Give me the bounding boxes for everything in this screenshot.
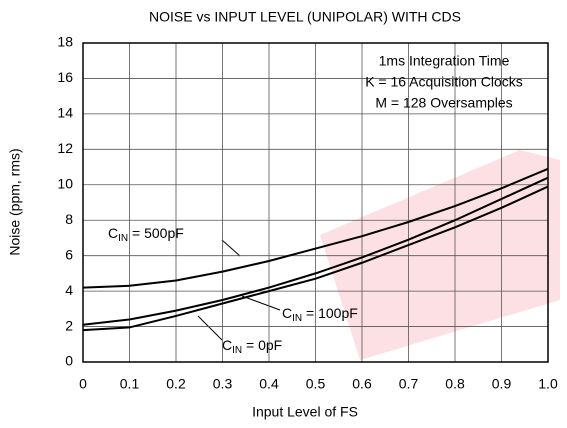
series-label: CIN = 0pF — [222, 337, 282, 356]
y-tick-label: 14 — [57, 105, 73, 121]
x-tick-label: 0.2 — [166, 376, 186, 392]
series-label-part: = 100pF — [302, 305, 358, 321]
x-tick-label: 0.1 — [120, 376, 140, 392]
x-tick-label: 0.6 — [352, 376, 372, 392]
series-label-part: = 0pF — [242, 337, 282, 353]
x-axis-label: Input Level of FS — [252, 404, 358, 420]
y-tick-label: 18 — [57, 34, 73, 50]
series-label-part: = 500pF — [128, 225, 184, 241]
series-label-part: IN — [232, 345, 242, 356]
x-tick-label: 1.0 — [538, 376, 558, 392]
x-tick-label: 0.4 — [259, 376, 279, 392]
chart-title: NOISE vs INPUT LEVEL (UNIPOLAR) WITH CDS — [149, 9, 461, 25]
x-tick-label: 0.9 — [492, 376, 512, 392]
y-tick-label: 10 — [57, 175, 73, 191]
series-line — [82, 167, 549, 289]
annotation: M = 128 Oversamples — [375, 95, 512, 111]
annotation: K = 16 Acquisition Clocks — [365, 74, 523, 90]
y-tick-label: 2 — [65, 317, 73, 333]
y-tick-label: 6 — [65, 246, 73, 262]
series-label-part: C — [108, 225, 118, 241]
annotation: 1ms Integration Time — [379, 53, 510, 69]
series-label-part: IN — [118, 233, 128, 244]
y-tick-label: 16 — [57, 69, 73, 85]
y-tick-label: 4 — [65, 282, 73, 298]
series-line — [82, 176, 549, 326]
y-tick-label: 8 — [65, 211, 73, 227]
y-tick-label: 12 — [57, 140, 73, 156]
y-axis-label: Noise (ppm, rms) — [7, 148, 23, 255]
series-label-part: C — [282, 305, 292, 321]
series-label-part: IN — [292, 313, 302, 324]
leader-line — [197, 315, 223, 341]
x-tick-label: 0.3 — [213, 376, 233, 392]
series-label-part: C — [222, 337, 232, 353]
leader-line — [241, 295, 281, 311]
x-tick-label: 0.8 — [445, 376, 465, 392]
series-label: CIN = 100pF — [282, 305, 358, 324]
x-tick-label: 0 — [79, 376, 87, 392]
series-line — [82, 185, 549, 332]
plot-frame — [82, 42, 549, 363]
leader-line — [221, 239, 241, 257]
x-tick-label: 0.7 — [399, 376, 419, 392]
y-tick-label: 0 — [65, 353, 73, 369]
series-label: CIN = 500pF — [108, 225, 184, 244]
watermark — [320, 150, 560, 360]
x-tick-label: 0.5 — [306, 376, 326, 392]
